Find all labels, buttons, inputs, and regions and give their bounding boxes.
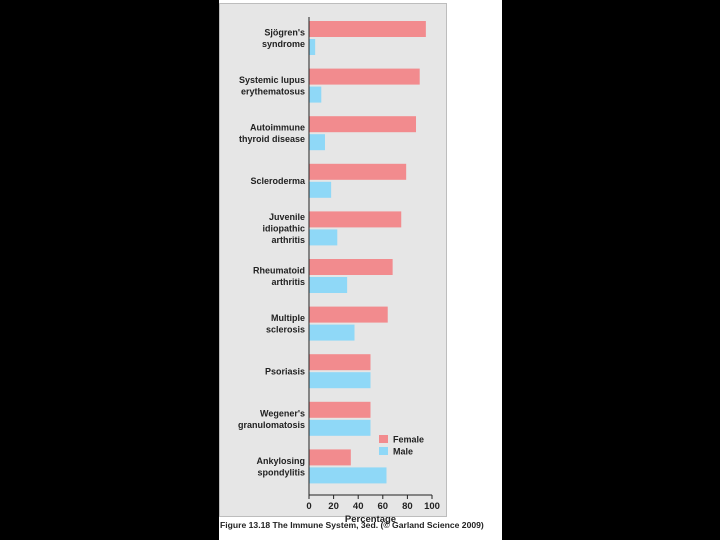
- chart: Sjögren's syndrome Systemic lupus erythemat…: [238, 17, 440, 525]
- category-label: Scleroderma: [250, 176, 306, 186]
- bar-female: [309, 401, 371, 418]
- bar-female: [309, 306, 388, 323]
- x-tick-label: 0: [306, 501, 311, 512]
- category-label: sclerosis: [266, 325, 305, 335]
- x-axis-title: Percentage: [345, 514, 396, 525]
- bar-male: [309, 229, 338, 246]
- bar-male: [309, 277, 348, 293]
- category-label: granulomatosis: [238, 420, 305, 430]
- bar-male: [309, 372, 371, 389]
- figure-caption: Figure 13.18 The Immune System, 3ed. (© …: [220, 520, 484, 530]
- bar-female: [309, 163, 407, 180]
- bar-female: [309, 68, 420, 85]
- category-label: Autoimmune: [250, 123, 305, 133]
- category-label: thyroid disease: [239, 134, 305, 144]
- bar-male: [309, 39, 316, 55]
- bar-male: [309, 467, 387, 484]
- bar-male: [309, 181, 332, 198]
- figure: Sjögren's syndrome Systemic lupus erythemat…: [219, 0, 502, 540]
- bar-female: [309, 259, 393, 275]
- category-label: Psoriasis: [265, 366, 305, 376]
- x-tick-label: 100: [424, 501, 440, 512]
- x-tick-label: 40: [353, 501, 364, 512]
- x-tick-label: 80: [402, 501, 413, 512]
- category-label: Rheumatoid: [253, 265, 305, 275]
- legend-label-male: Male: [393, 447, 413, 457]
- x-tick-label: 20: [328, 501, 339, 512]
- bar-male: [309, 86, 322, 103]
- category-label: Juvenile: [269, 212, 305, 222]
- bar-male: [309, 134, 325, 151]
- legend-swatch-female: [379, 435, 388, 443]
- legend-swatch-male: [379, 447, 388, 455]
- category-label: Sjögren's: [264, 27, 305, 37]
- category-label: Wegener's: [260, 408, 305, 418]
- category-label: idiopathic: [263, 224, 306, 234]
- category-label: syndrome: [262, 39, 305, 49]
- bar-female: [309, 354, 371, 371]
- bar-male: [309, 324, 355, 341]
- category-label: arthritis: [271, 235, 305, 245]
- category-label: Systemic lupus: [239, 75, 305, 85]
- category-label: spondylitis: [257, 467, 305, 477]
- category-label: erythematosus: [241, 87, 305, 97]
- legend-label-female: Female: [393, 435, 424, 445]
- category-label: Multiple: [271, 313, 305, 323]
- bar-female: [309, 449, 351, 466]
- x-tick-label: 60: [378, 501, 389, 512]
- category-label: arthritis: [271, 277, 305, 287]
- category-label: Ankylosing: [256, 456, 305, 466]
- bar-female: [309, 211, 402, 228]
- bar-female: [309, 21, 426, 37]
- bar-female: [309, 116, 417, 133]
- bar-male: [309, 419, 371, 436]
